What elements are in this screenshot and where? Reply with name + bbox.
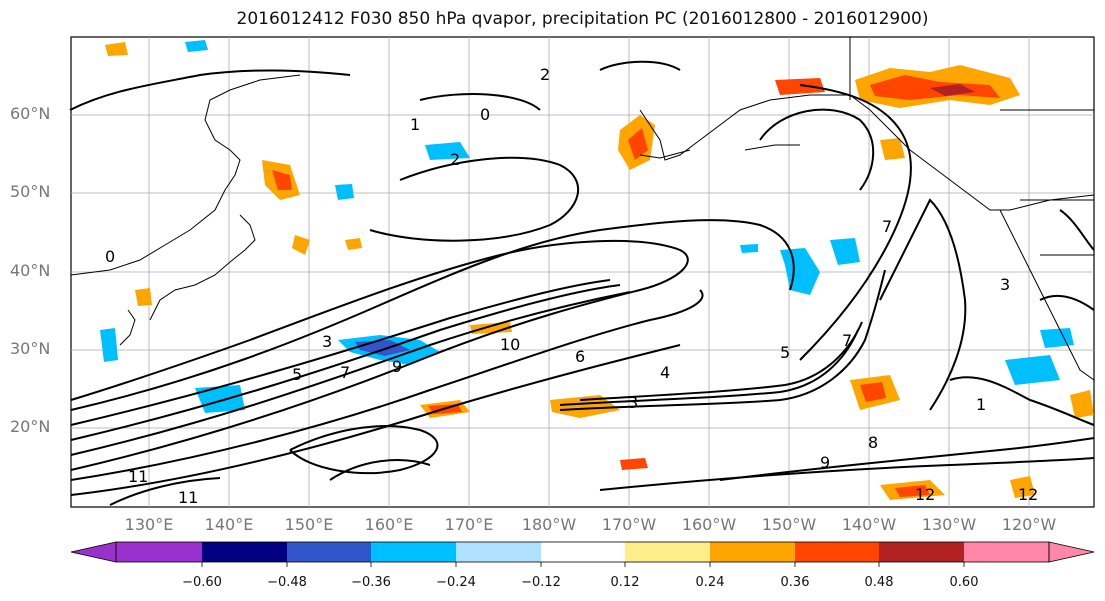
- colorbar-swatch: [879, 542, 964, 562]
- contour-label: 8: [868, 433, 878, 452]
- contour-label: 1: [410, 115, 420, 134]
- contour-label: 3: [628, 393, 638, 412]
- colorbar: [70, 541, 1095, 567]
- contour-label: 5: [780, 343, 790, 362]
- colorbar-swatch: [541, 542, 625, 562]
- contour-label: 0: [105, 247, 115, 266]
- lon-label: 160°W: [681, 515, 737, 534]
- contour-label: 6: [575, 347, 585, 366]
- lon-label: 130°W: [921, 515, 977, 534]
- colorbar-swatch: [202, 542, 287, 562]
- contour-label: 0: [480, 105, 490, 124]
- lat-label: 60°N: [10, 104, 51, 123]
- colorbar-swatch: [287, 542, 371, 562]
- lat-label: 20°N: [10, 417, 51, 436]
- colorbar-swatch: [116, 542, 202, 562]
- lon-label: 150°E: [284, 515, 334, 534]
- contour-label: 7: [340, 363, 350, 382]
- contour-label: 7: [842, 331, 852, 350]
- lat-label: 30°N: [10, 339, 51, 358]
- contour-label-group: 1 0 2 0 2 3 5 7 9 10 6 5 4 3 8 7 11 11 1…: [105, 65, 1038, 507]
- lon-label: 120°W: [1001, 515, 1057, 534]
- contour-label: 9: [820, 453, 830, 472]
- contour-label: 10: [500, 335, 520, 354]
- map-title: 2016012412 F030 850 hPa qvapor, precipit…: [236, 9, 929, 29]
- contour-label: 3: [1000, 275, 1010, 294]
- lon-label: 170°E: [444, 515, 494, 534]
- colorbar-tick-label: −0.60: [182, 575, 222, 590]
- colorbar-swatch: [371, 542, 456, 562]
- colorbar-tick-label: 0.60: [949, 575, 979, 590]
- contour-label: 12: [915, 485, 935, 504]
- contour-label: 2: [540, 65, 550, 84]
- lon-label: 140°E: [204, 515, 254, 534]
- colorbar-tick-label: 0.24: [695, 575, 725, 590]
- lat-label: 50°N: [10, 182, 51, 201]
- contour-label: 2: [450, 150, 460, 169]
- colorbar-extend-low: [70, 541, 117, 563]
- colorbar-extend-high: [1048, 541, 1095, 563]
- colorbar-tick-label: 0.12: [610, 575, 640, 590]
- colorbar-tick-label: 0.36: [780, 575, 810, 590]
- colorbar-tick-label: −0.12: [521, 575, 561, 590]
- colorbar-swatch: [456, 542, 541, 562]
- qvapor-contours: [69, 60, 1095, 506]
- lon-label: 180°W: [521, 515, 577, 534]
- lon-label: 150°W: [761, 515, 817, 534]
- lat-label: 40°N: [10, 261, 51, 280]
- contour-label: 12: [1018, 485, 1038, 504]
- colorbar-tick-label: −0.48: [267, 575, 307, 590]
- colorbar-swatch: [710, 542, 795, 562]
- contour-label: 1: [976, 395, 986, 414]
- contour-label: 11: [128, 467, 148, 486]
- colorbar-tick-label: −0.36: [351, 575, 391, 590]
- colorbar-tick-label: 0.48: [864, 575, 894, 590]
- colorbar-tick-label: −0.24: [436, 575, 476, 590]
- colorbar-swatch: [964, 542, 1049, 562]
- contour-label: 7: [882, 217, 892, 236]
- contour-label: 4: [660, 363, 670, 382]
- contour-label: 5: [292, 365, 302, 384]
- lon-label: 160°E: [364, 515, 414, 534]
- lon-label: 170°W: [601, 515, 657, 534]
- contour-label: 9: [392, 357, 402, 376]
- lon-label: 140°W: [841, 515, 897, 534]
- coastlines: [70, 37, 1095, 381]
- contour-label: 11: [178, 488, 198, 507]
- lon-label: 130°E: [124, 515, 174, 534]
- colorbar-swatch: [625, 542, 710, 562]
- contour-label: 3: [322, 332, 332, 351]
- colorbar-swatch: [795, 542, 879, 562]
